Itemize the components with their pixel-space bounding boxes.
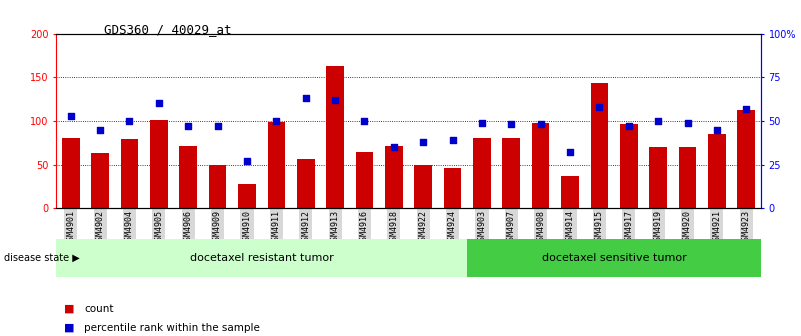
Point xyxy=(270,118,283,124)
Bar xyxy=(650,147,667,208)
Text: disease state ▶: disease state ▶ xyxy=(4,253,80,263)
Point xyxy=(710,127,723,132)
Point xyxy=(388,144,400,150)
Point xyxy=(211,124,224,129)
Point xyxy=(94,127,107,132)
Bar xyxy=(473,138,491,208)
Bar xyxy=(297,159,315,208)
Text: docetaxel sensitive tumor: docetaxel sensitive tumor xyxy=(541,253,686,263)
Point xyxy=(652,118,665,124)
Bar xyxy=(708,134,726,208)
Text: docetaxel resistant tumor: docetaxel resistant tumor xyxy=(190,253,333,263)
Point xyxy=(505,122,517,127)
Bar xyxy=(562,176,579,208)
Point xyxy=(123,118,136,124)
Point xyxy=(622,124,635,129)
Point xyxy=(417,139,429,144)
Bar xyxy=(91,153,109,208)
Bar xyxy=(590,83,608,208)
Bar xyxy=(738,110,755,208)
Bar xyxy=(268,122,285,208)
Bar xyxy=(444,168,461,208)
Text: ■: ■ xyxy=(64,323,74,333)
Point xyxy=(564,150,577,155)
Bar xyxy=(385,146,403,208)
Point xyxy=(328,97,341,103)
Bar xyxy=(620,124,638,208)
Point xyxy=(358,118,371,124)
Text: count: count xyxy=(84,304,114,314)
Bar xyxy=(121,139,139,208)
Point xyxy=(64,113,77,118)
Text: percentile rank within the sample: percentile rank within the sample xyxy=(84,323,260,333)
Point xyxy=(681,120,694,125)
Point xyxy=(740,106,753,112)
Point xyxy=(446,137,459,143)
Bar xyxy=(356,152,373,208)
Text: GDS360 / 40029_at: GDS360 / 40029_at xyxy=(104,24,231,37)
Point xyxy=(240,159,253,164)
Point xyxy=(593,104,606,110)
Bar xyxy=(62,138,79,208)
Text: ■: ■ xyxy=(64,304,74,314)
Bar xyxy=(209,165,227,208)
Point xyxy=(152,101,165,106)
Bar xyxy=(678,147,696,208)
Bar xyxy=(502,138,520,208)
Point xyxy=(182,124,195,129)
Bar xyxy=(532,123,549,208)
Bar xyxy=(238,184,256,208)
Bar xyxy=(414,165,432,208)
Point xyxy=(300,95,312,101)
Bar xyxy=(179,146,197,208)
Point xyxy=(476,120,489,125)
Bar xyxy=(326,66,344,208)
Point xyxy=(534,122,547,127)
Bar xyxy=(150,120,167,208)
